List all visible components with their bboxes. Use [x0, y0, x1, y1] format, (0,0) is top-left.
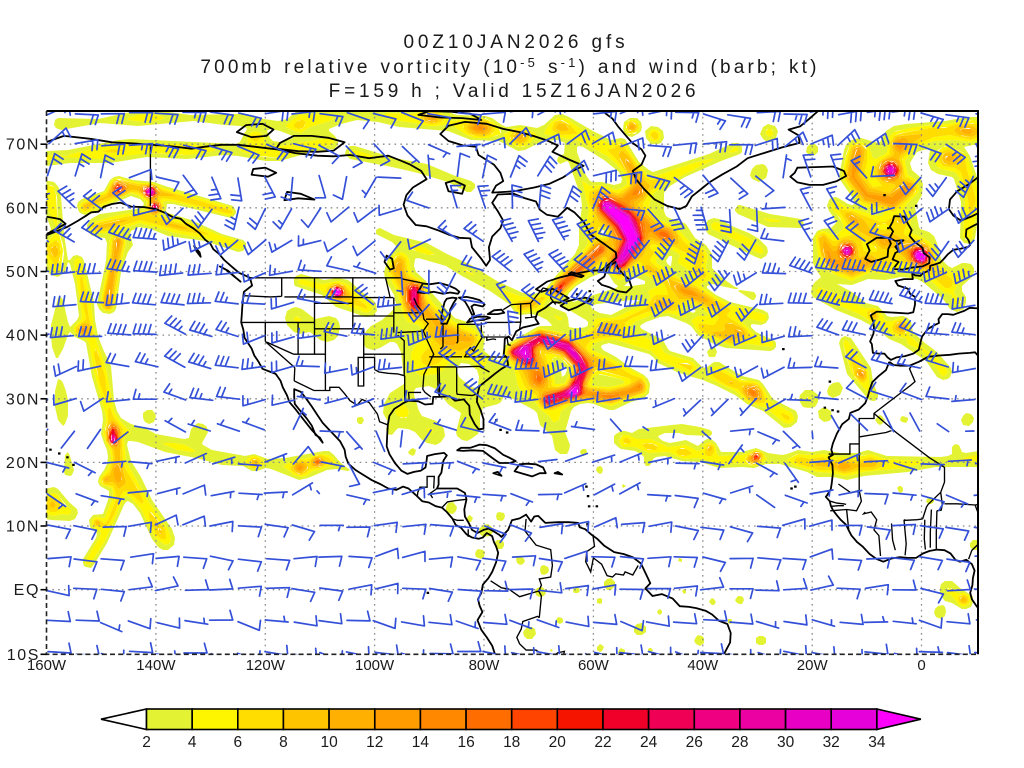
svg-text:10N: 10N — [6, 519, 40, 536]
svg-text:EQ: EQ — [14, 582, 40, 599]
svg-text:60W: 60W — [578, 657, 610, 674]
svg-text:0: 0 — [917, 657, 925, 674]
svg-text:20N: 20N — [6, 455, 40, 472]
svg-text:28: 28 — [731, 734, 748, 751]
svg-text:20: 20 — [549, 734, 567, 751]
svg-text:120W: 120W — [246, 657, 286, 674]
svg-text:20W: 20W — [797, 657, 829, 674]
svg-text:160W: 160W — [27, 657, 67, 674]
svg-text:10S: 10S — [7, 647, 40, 664]
svg-text:16: 16 — [457, 734, 474, 751]
svg-text:24: 24 — [640, 734, 658, 751]
svg-text:18: 18 — [503, 734, 520, 751]
svg-text:140W: 140W — [136, 657, 176, 674]
svg-text:12: 12 — [366, 734, 383, 751]
svg-text:30N: 30N — [6, 391, 40, 408]
svg-text:6: 6 — [233, 734, 242, 751]
svg-text:700mb relative vorticity (10-5: 700mb relative vorticity (10-5 s-1) and … — [200, 55, 819, 78]
svg-text:10: 10 — [320, 734, 338, 751]
svg-text:34: 34 — [868, 734, 886, 751]
svg-text:80W: 80W — [469, 657, 501, 674]
svg-text:26: 26 — [686, 734, 703, 751]
svg-text:00Z10JAN2026 gfs: 00Z10JAN2026 gfs — [403, 32, 628, 53]
svg-text:40W: 40W — [687, 657, 719, 674]
svg-text:F=159 h ; Valid 15Z16JAN2026: F=159 h ; Valid 15Z16JAN2026 — [329, 81, 700, 102]
svg-text:60N: 60N — [6, 200, 40, 217]
svg-text:2: 2 — [142, 734, 151, 751]
svg-text:22: 22 — [594, 734, 611, 751]
svg-text:30: 30 — [777, 734, 795, 751]
svg-text:4: 4 — [188, 734, 197, 751]
svg-text:70N: 70N — [6, 137, 40, 154]
svg-text:50N: 50N — [6, 264, 40, 281]
svg-text:100W: 100W — [355, 657, 395, 674]
svg-text:8: 8 — [279, 734, 288, 751]
svg-text:14: 14 — [412, 734, 430, 751]
svg-text:40N: 40N — [6, 328, 40, 345]
svg-text:32: 32 — [823, 734, 840, 751]
